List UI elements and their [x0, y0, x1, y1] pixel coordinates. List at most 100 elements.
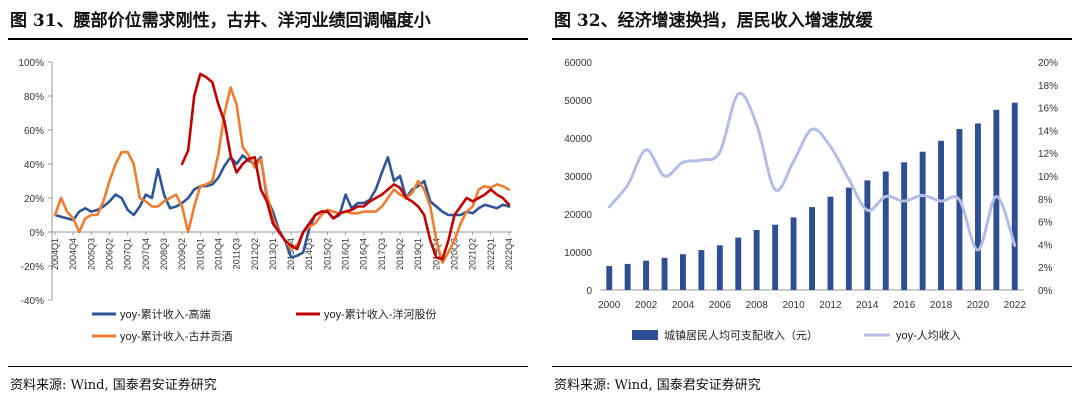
right-y-tick-label: 40000: [564, 134, 592, 145]
left-x-tick-label: 2015Q2: [322, 238, 332, 270]
right-y2-tick-label: 20%: [1038, 58, 1058, 69]
right-x-tick-label: 2022: [1004, 300, 1027, 311]
right-y-tick-label: 30000: [564, 172, 592, 183]
left-x-tick-label: 2010Q1: [195, 238, 205, 270]
right-income-bar: [1011, 102, 1018, 290]
right-income-bar: [809, 207, 815, 290]
right-x-tick-label: 2004: [672, 300, 695, 311]
right-y2-tick-label: 16%: [1038, 104, 1058, 115]
right-y2-tick-label: 6%: [1038, 218, 1053, 229]
left-x-tick-label: 2022Q4: [504, 238, 514, 270]
right-income-bar: [882, 171, 889, 290]
right-y2-tick-label: 4%: [1038, 240, 1053, 251]
right-income-bar: [919, 151, 926, 290]
right-x-tick-label: 2000: [598, 300, 621, 311]
right-x-tick-label: 2010: [782, 300, 805, 311]
right-income-bar: [735, 237, 742, 290]
right-y-tick-label: 20000: [564, 210, 592, 221]
right-y2-tick-label: 8%: [1038, 195, 1053, 206]
right-chart-title: 图 32、经济增速换挡，居民收入增速放缓: [554, 11, 873, 31]
right-title-rule: [552, 38, 1072, 40]
right-income-bar: [772, 224, 779, 290]
left-x-tick-label: 2017Q3: [377, 238, 387, 270]
right-y2-tick-label: 10%: [1038, 172, 1058, 183]
left-x-tick-label: 2012Q2: [250, 238, 260, 270]
left-legend-label: yoy-累计收入-古井贡酒: [120, 329, 232, 343]
right-income-bar: [901, 162, 908, 290]
right-income-bar: [606, 266, 613, 290]
left-y-tick-label: 20%: [24, 194, 44, 205]
left-line-chart: 100% 80% 60% 40% 20% 0% -20% -40% 2004Q1 2004Q4 20…: [18, 58, 514, 343]
left-x-tick-label: 2016Q4: [359, 238, 369, 270]
left-x-tick-label: 2021Q2: [468, 238, 478, 270]
left-x-tick-label: 2013Q1: [268, 238, 278, 270]
left-y-tick-label: -40%: [21, 296, 44, 307]
left-y-tick-label: 40%: [24, 160, 44, 171]
right-x-tick-label: 2020: [967, 300, 990, 311]
left-y-tick-label: 0%: [30, 228, 45, 239]
right-income-bar: [624, 263, 631, 290]
left-x-tick-label: 2007Q1: [123, 238, 133, 270]
right-income-bar: [938, 140, 944, 290]
left-x-tick-label: 2014Q3: [304, 238, 314, 270]
left-x-tick-label: 2011Q3: [232, 238, 242, 269]
right-income-bar: [643, 260, 649, 290]
left-source-rule: [8, 366, 528, 367]
right-source-rule: [552, 366, 1072, 367]
right-yoy-line: [607, 91, 1017, 252]
right-income-bar: [790, 217, 797, 290]
right-legend-bar-swatch: [632, 330, 658, 340]
right-x-tick-label: 2014: [856, 300, 879, 311]
right-income-bar: [845, 187, 852, 290]
right-y2-tick-label: 12%: [1038, 149, 1058, 160]
right-y2-tick-label: 0%: [1038, 286, 1053, 297]
left-x-tick-label: 2018Q2: [395, 238, 405, 270]
right-legend-bar-label: 城镇居民人均可支配收入（元）: [664, 328, 818, 342]
right-x-tick-label: 2012: [819, 300, 842, 311]
left-x-tick-label: 2007Q4: [141, 238, 151, 270]
left-x-tick-label: 2020Q3: [450, 238, 460, 270]
right-x-tick-label: 2006: [709, 300, 732, 311]
right-y-tick-label: 0: [586, 286, 592, 297]
right-income-bar: [864, 180, 871, 290]
right-income-bar: [993, 109, 1000, 290]
right-income-bar: [975, 123, 981, 291]
left-x-tick-label: 2009Q2: [177, 238, 187, 270]
left-y-tick-label: 80%: [24, 92, 44, 103]
right-income-bar: [680, 254, 686, 290]
left-x-tick-label: 2019Q1: [413, 238, 423, 270]
left-x-tick-label: 2008Q3: [159, 238, 169, 270]
right-y2-tick-label: 14%: [1038, 126, 1058, 137]
left-x-tick-label: 2005Q3: [86, 238, 96, 270]
chart-panel-left: 图 31、腰部价位需求刚性，古井、洋河业绩回调幅度小 100% 80% 60% 40%…: [0, 0, 536, 405]
chart-panel-right: 图 32、经济增速换挡，居民收入增速放缓 60000 50000 40000 3000…: [544, 0, 1080, 405]
left-x-tick-label: 2006Q2: [105, 238, 115, 270]
left-chart-title: 图 31、腰部价位需求刚性，古井、洋河业绩回调幅度小: [10, 11, 431, 31]
right-y-tick-label: 50000: [564, 96, 592, 107]
right-x-tick-label: 2018: [930, 300, 953, 311]
right-income-bar: [698, 250, 705, 290]
right-income-bar: [753, 230, 760, 290]
right-legend-line-label: yoy-人均收入: [896, 328, 961, 342]
right-x-tick-label: 2002: [635, 300, 658, 311]
right-combo-chart: 60000 50000 40000 30000 20000 10000 0 20% 18% 16%…: [564, 58, 1058, 342]
right-income-bar: [827, 196, 834, 290]
right-y2-tick-label: 18%: [1038, 81, 1058, 92]
left-y-tick-label: 100%: [18, 58, 44, 69]
left-title-rule: [8, 38, 528, 40]
right-x-tick-label: 2008: [746, 300, 769, 311]
left-source-note: 资料来源: Wind, 国泰君安证券研究: [10, 378, 217, 393]
left-y-tick-label: -20%: [21, 262, 44, 273]
left-series-line: [180, 72, 511, 261]
right-income-bar: [956, 129, 963, 290]
left-x-tick-label: 2004Q1: [50, 238, 60, 270]
right-income-bar: [661, 257, 668, 290]
left-legend-label: yoy-累计收入-洋河股份: [324, 307, 436, 321]
right-y-tick-label: 60000: [564, 58, 592, 69]
left-x-tick-label: 2004Q4: [68, 238, 78, 270]
left-x-tick-label: 2016Q1: [341, 238, 351, 270]
left-x-tick-label: 2010Q4: [213, 238, 223, 270]
right-income-bar: [716, 245, 723, 290]
right-y-tick-label: 10000: [564, 248, 592, 259]
left-y-tick-label: 60%: [24, 126, 44, 137]
